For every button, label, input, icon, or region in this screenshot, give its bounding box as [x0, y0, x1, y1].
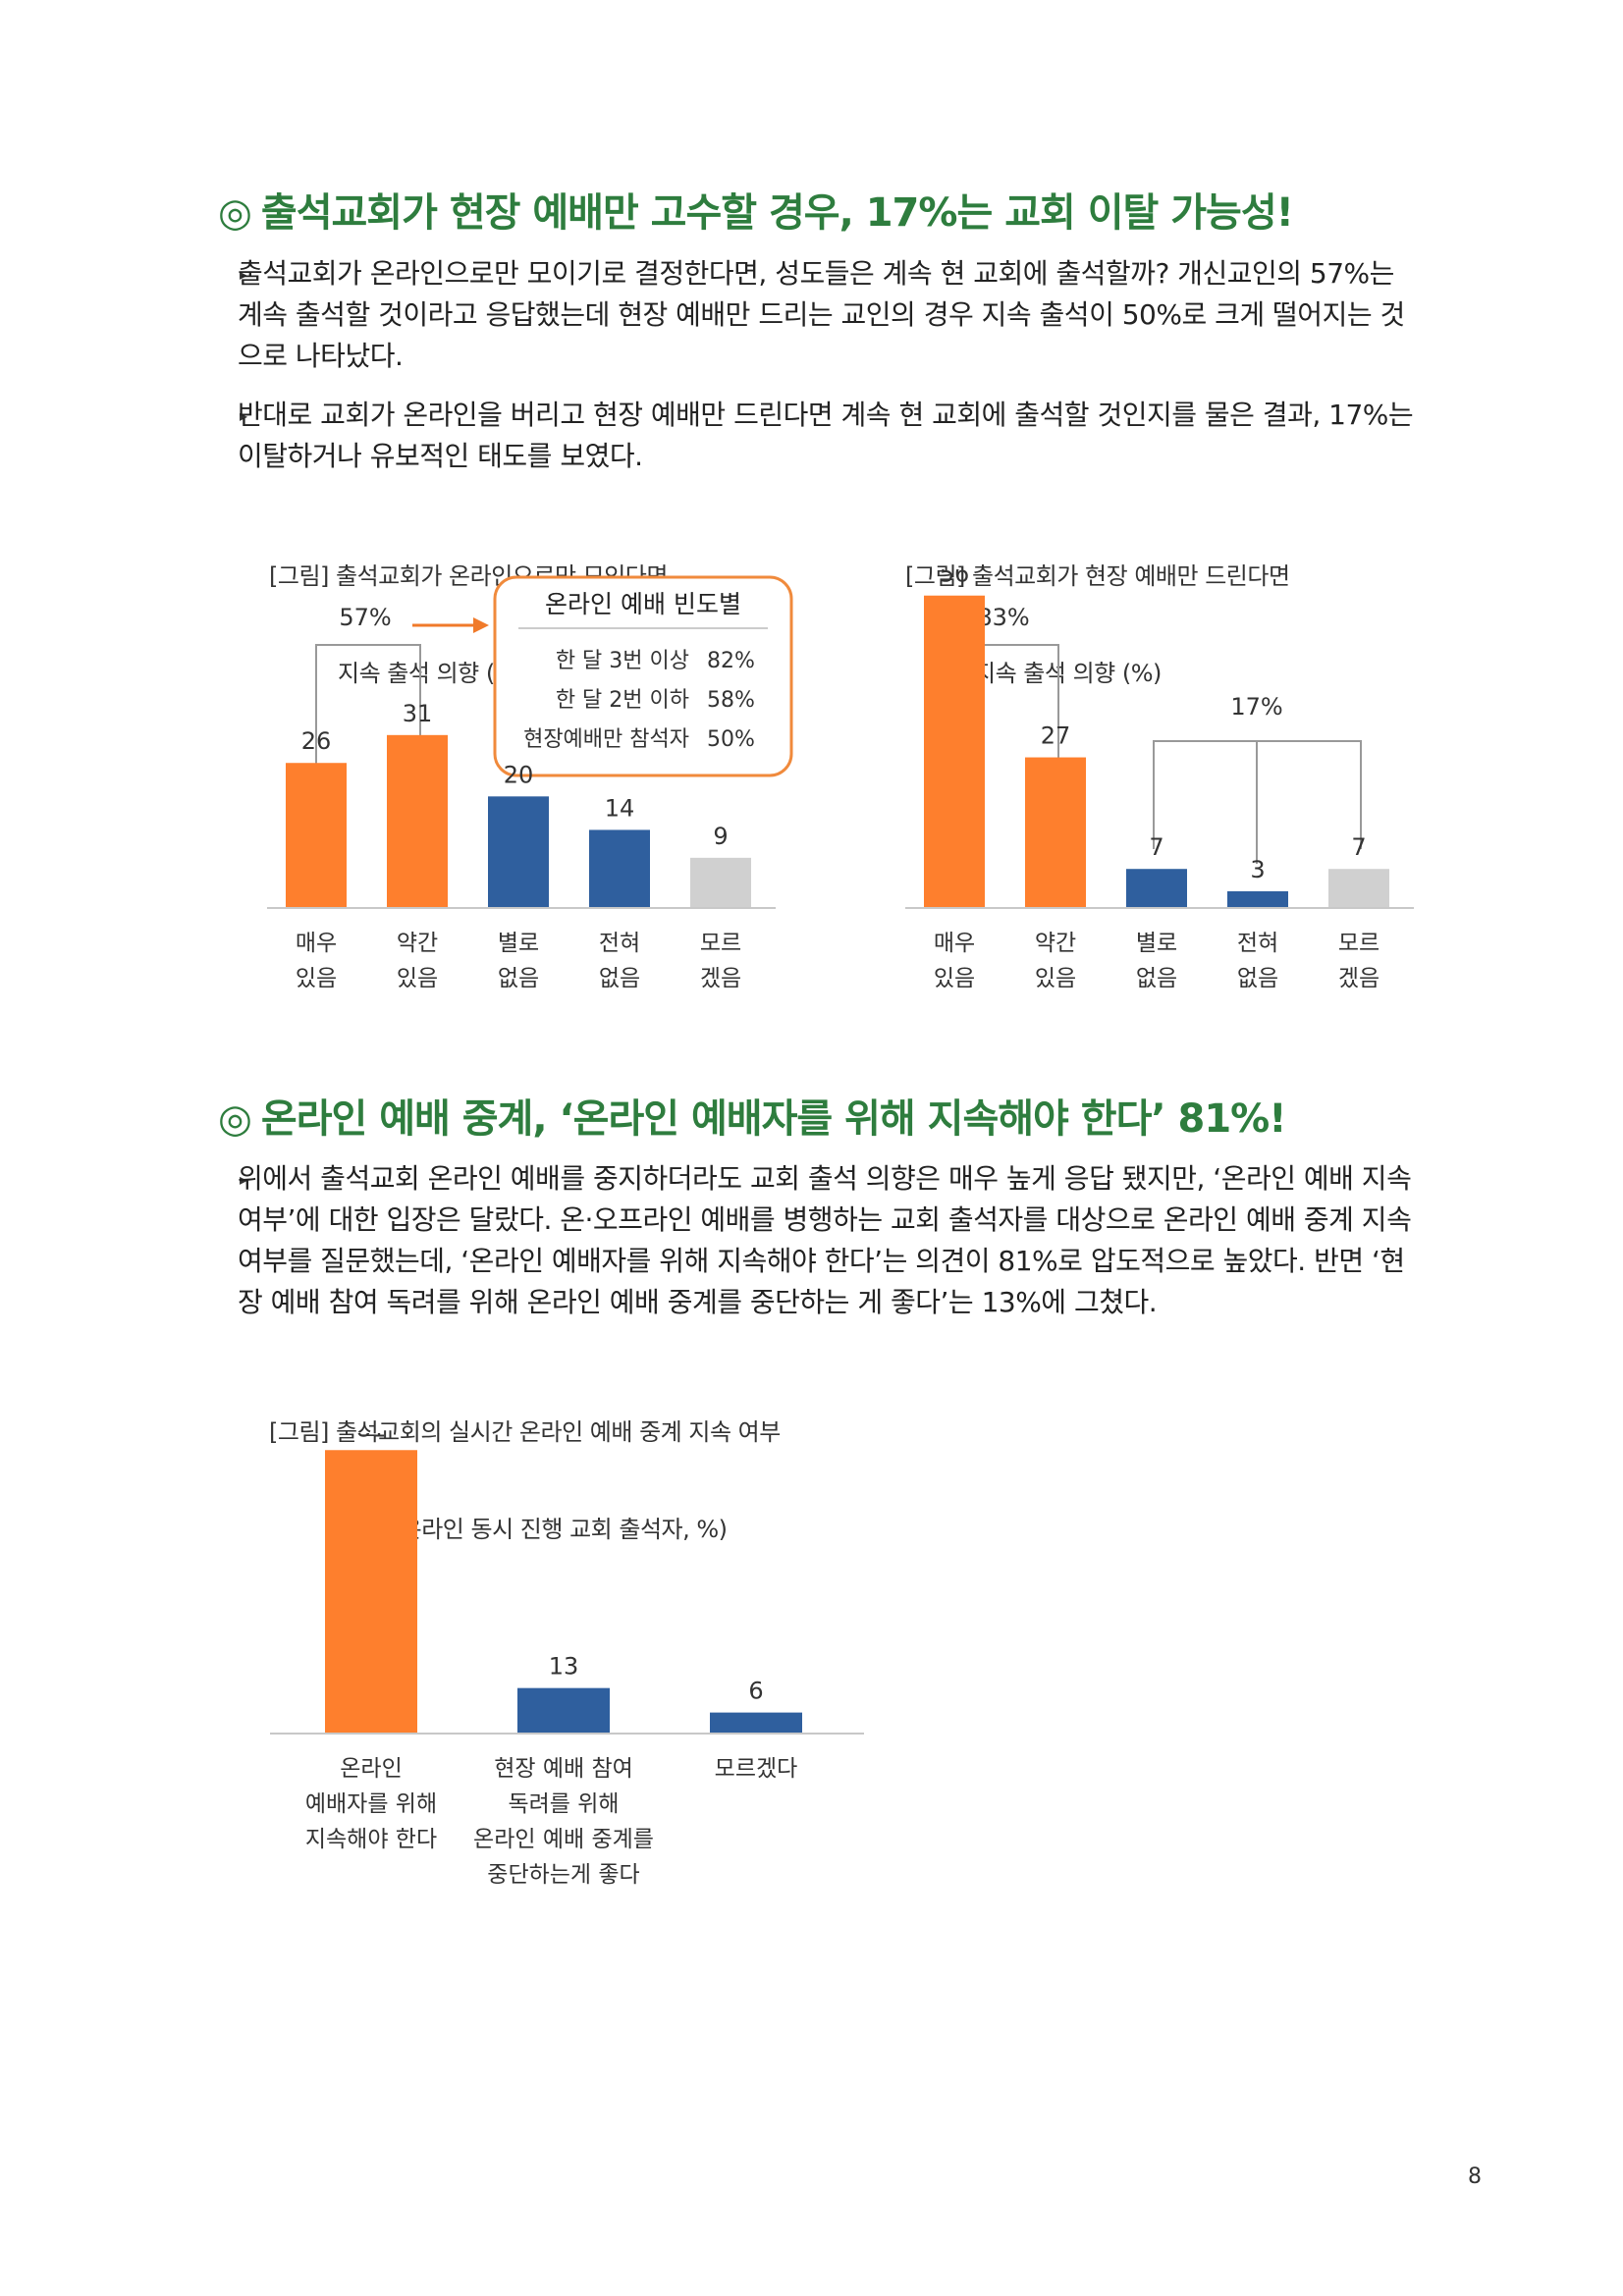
category-label: 겠음	[1338, 966, 1380, 991]
callout-title: 온라인 예배 빈도별	[545, 590, 741, 618]
category-label: 있음	[1035, 966, 1076, 991]
category-label: 매우	[296, 931, 337, 956]
data-label: 9	[713, 823, 728, 850]
category-label: 전혀	[599, 931, 640, 956]
bracket-label-57: 57%	[339, 604, 391, 631]
category-label: 있음	[397, 966, 438, 991]
section1-heading-text: 출석교회가 현장 예배만 고수할 경우, 17%는 교회 이탈 가능성!	[260, 190, 1294, 236]
section1-heading-marker: ◎	[218, 190, 252, 236]
bracket-17: 17%	[1153, 693, 1362, 864]
bracket-57: 57%	[315, 604, 489, 797]
category-label: 없음	[498, 966, 539, 991]
category-label: 별로	[498, 931, 539, 956]
category-label: 전혀	[1237, 931, 1278, 956]
data-label: 56	[940, 569, 970, 588]
data-label: 14	[605, 794, 635, 822]
category-label: 없음	[599, 966, 640, 991]
page-number: 8	[1468, 2164, 1482, 2189]
category-label: 중단하는게 좋다	[487, 1862, 639, 1888]
bar	[1328, 869, 1389, 908]
category-label: 예배자를 위해	[305, 1791, 437, 1817]
figure2-caption-line1: [그림] 출석교회가 현장 예배만 드린다면	[905, 562, 1290, 590]
bar	[1025, 757, 1086, 908]
bar	[387, 734, 448, 908]
bar	[710, 1712, 802, 1734]
data-label: 27	[1041, 722, 1071, 750]
data-label: 81	[356, 1433, 387, 1442]
paragraph-line: 반대로 교회가 온라인을 버리고 현장 예배만 드린다면 계속 현 교회에 출석…	[238, 399, 1414, 431]
section2-heading-text: 온라인 예배 중계, ‘온라인 예배자를 위해 지속해야 한다’ 81%!	[260, 1096, 1287, 1142]
paragraph-line: 이탈하거나 유보적인 태도를 보였다.	[238, 440, 643, 472]
callout-row-label: 한 달 3번 이상	[556, 649, 689, 673]
category-label: 모르	[700, 931, 741, 956]
bar	[924, 595, 985, 908]
callout-row-label: 현장예배만 참석자	[523, 727, 689, 752]
paragraph-line: 위에서 출석교회 온라인 예배를 중지하더라도 교회 출석 의향은 매우 높게 …	[238, 1162, 1412, 1195]
data-label: 7	[1149, 833, 1163, 861]
category-label: 온라인 예배 중계를	[473, 1827, 654, 1852]
chart-online-only: 57% 온라인 예배 빈도별 한 달 3번 이상 82% 한 달 2번 이하 5…	[267, 575, 793, 991]
bar	[690, 857, 751, 908]
section2-heading-marker: ◎	[218, 1096, 252, 1142]
bullet-marker: ▸	[240, 1170, 248, 1189]
category-label: 약간	[1035, 931, 1076, 956]
bracket-label-17: 17%	[1230, 693, 1282, 721]
data-label: 13	[549, 1653, 579, 1681]
data-label: 3	[1250, 856, 1265, 883]
paragraph-line: 출석교회가 온라인으로만 모이기로 결정한다면, 성도들은 계속 현 교회에 출…	[238, 257, 1394, 290]
section1-paragraph-1: 출석교회가 온라인으로만 모이기로 결정한다면, 성도들은 계속 현 교회에 출…	[238, 253, 1480, 377]
callout-arrow-head	[473, 617, 489, 633]
paragraph-line: 여부’에 대한 입장은 달랐다. 온·오프라인 예배를 병행하는 교회 출석자를…	[238, 1203, 1412, 1236]
category-label: 별로	[1136, 931, 1177, 956]
callout-row-value: 82%	[707, 649, 755, 673]
bar	[488, 796, 549, 908]
section2-paragraph-1: 위에서 출석교회 온라인 예배를 중지하더라도 교회 출석 의향은 매우 높게 …	[238, 1158, 1480, 1323]
category-label: 매우	[934, 931, 975, 956]
category-label: 모르	[1338, 931, 1380, 956]
category-label: 있음	[934, 966, 975, 991]
category-label: 있음	[296, 966, 337, 991]
figure3-caption: [그림] 출석교회의 실시간 온라인 예배 중계 지속 여부 (현장+온라인 동…	[269, 1352, 781, 1578]
bar	[517, 1687, 610, 1734]
bar	[325, 1450, 417, 1734]
bracket-label-83: 83%	[977, 604, 1029, 631]
data-label: 20	[504, 761, 534, 788]
callout-row-value: 50%	[707, 727, 755, 752]
paragraph-line: 여부를 질문했는데, ‘온라인 예배자를 위해 지속해야 한다’는 의견이 81…	[238, 1245, 1405, 1277]
callout-row-label: 한 달 2번 이하	[556, 688, 689, 713]
category-label: 겠음	[700, 966, 741, 991]
data-label: 6	[748, 1678, 763, 1705]
category-label: 현장 예배 참여	[494, 1756, 633, 1782]
category-label: 없음	[1136, 966, 1177, 991]
paragraph-line: 장 예배 참여 독려를 위해 온라인 예배 중계를 중단하는 게 좋다’는 13…	[238, 1286, 1158, 1318]
category-label: 약간	[397, 931, 438, 956]
section2-heading: ◎ 온라인 예배 중계, ‘온라인 예배자를 위해 지속해야 한다’ 81%!	[218, 1087, 1287, 1144]
callout-row-value: 58%	[707, 688, 755, 713]
category-label: 온라인	[340, 1756, 402, 1782]
section1-heading: ◎ 출석교회가 현장 예배만 고수할 경우, 17%는 교회 이탈 가능성!	[218, 181, 1294, 238]
bar	[286, 763, 347, 908]
data-label: 26	[301, 727, 332, 755]
bar	[589, 829, 650, 908]
category-label: 독려를 위해	[508, 1791, 619, 1817]
bullet-marker: ▸	[240, 406, 248, 425]
category-label: 지속해야 한다	[305, 1827, 437, 1852]
callout-box: 온라인 예배 빈도별 한 달 3번 이상 82% 한 달 2번 이하 58% 현…	[493, 575, 793, 777]
paragraph-line: 으로 나타났다.	[238, 340, 404, 372]
data-label: 7	[1351, 833, 1366, 861]
section1-paragraph-2: 반대로 교회가 온라인을 버리고 현장 예배만 드린다면 계속 현 교회에 출석…	[238, 395, 1480, 477]
bar	[1227, 890, 1288, 908]
figure3-caption-line1: [그림] 출석교회의 실시간 온라인 예배 중계 지속 여부	[269, 1418, 781, 1446]
bullet-marker: ▸	[240, 265, 248, 284]
paragraph-line: 계속 출석할 것이라고 응답했는데 현장 예배만 드리는 교인의 경우 지속 출…	[238, 298, 1405, 331]
bar	[1126, 869, 1187, 908]
category-label: 없음	[1237, 966, 1278, 991]
data-label: 31	[403, 700, 433, 727]
category-label: 모르겠다	[715, 1756, 798, 1782]
